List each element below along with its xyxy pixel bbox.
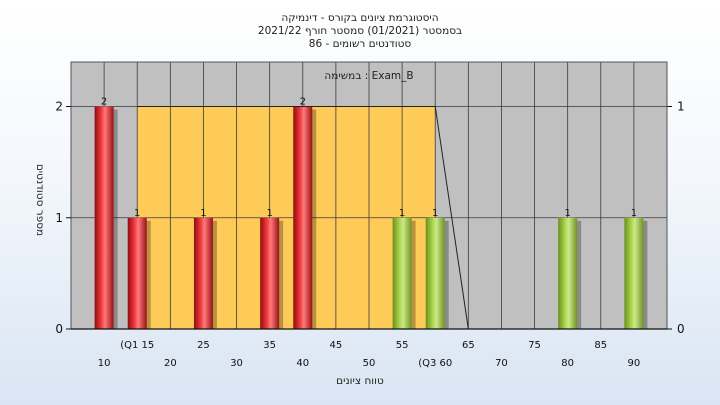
bar-data-label: 1 [564, 208, 570, 219]
x-tick-label-lower: 20 [164, 358, 177, 369]
histogram-bar [193, 217, 213, 329]
chart-title-line-3: סטודנטים רשומים - 86 [309, 38, 412, 50]
y-tick-label: 2 [55, 100, 63, 114]
bar-data-label: 2 [300, 97, 306, 108]
x-tick-label-lower: 40 [296, 358, 309, 369]
x-tick-label-upper: 25 [197, 340, 210, 351]
y-axis-label: מספר סטודנטים [34, 164, 46, 236]
x-tick-label-upper: 45 [330, 340, 343, 351]
x-tick-label-lower: 80 [561, 358, 574, 369]
y2-tick-label: 1 [677, 100, 685, 114]
bar-data-label: 1 [200, 208, 206, 219]
histogram-bar [94, 106, 114, 329]
x-tick-label-upper: 35 [263, 340, 276, 351]
x-axis-label: טווח ציונים [336, 375, 384, 387]
x-tick-label-lower: 10 [98, 358, 111, 369]
histogram-bar [127, 217, 147, 329]
chart-title-line-2: בסמסטר (01/2021) סמסטר חורף 2021/22 [258, 25, 462, 37]
cumulative-line [137, 106, 469, 330]
histogram-bar [558, 217, 578, 329]
histogram-bar [624, 217, 644, 329]
histogram-bar [293, 106, 313, 329]
bar-data-label: 1 [631, 208, 637, 219]
y-tick-label: 1 [55, 211, 63, 225]
bar-data-label: 1 [399, 208, 405, 219]
histogram-bar [392, 217, 412, 329]
histogram-bar [260, 217, 280, 329]
x-tick-label-lower: 90 [628, 358, 641, 369]
y2-tick-label: 0 [677, 322, 685, 336]
x-tick-label-upper: 65 [462, 340, 475, 351]
bar-data-label: 1 [266, 208, 272, 219]
x-tick-label-upper: (Q1 15 [120, 340, 154, 351]
x-tick-label-lower: 30 [230, 358, 243, 369]
bar-data-label: 1 [432, 208, 438, 219]
x-tick-label-upper: 85 [594, 340, 607, 351]
x-tick-label-upper: 55 [396, 340, 409, 351]
x-tick-label-upper: 75 [528, 340, 541, 351]
x-tick-label-lower: 70 [495, 358, 508, 369]
x-tick-label-lower: 50 [363, 358, 376, 369]
series-label: במשימה : Exam_B [324, 70, 413, 82]
x-tick-label-lower: (Q3 60 [418, 358, 452, 369]
bar-data-label: 2 [101, 97, 107, 108]
y-tick-label: 0 [55, 322, 63, 336]
chart-title-line-1: היסטוגרמת ציונים בקורס - דינמיקה [281, 12, 438, 24]
bar-data-label: 1 [134, 208, 140, 219]
histogram-bar [425, 217, 445, 329]
